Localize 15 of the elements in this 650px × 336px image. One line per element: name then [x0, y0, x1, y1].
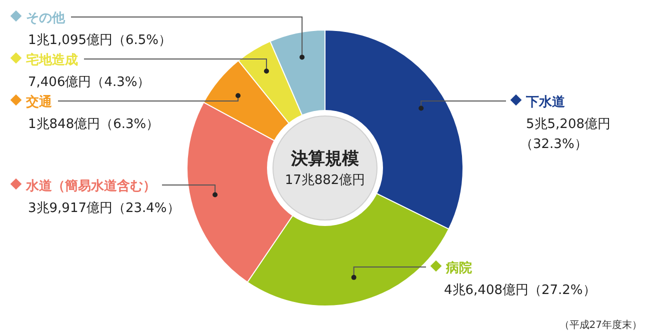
- data-label: 3兆9,917億円（23.4%）: [28, 201, 180, 216]
- legend-label: 水道（簡易水道含む）: [25, 178, 156, 194]
- legend-label: 交通: [25, 94, 53, 110]
- text: 決算規模: [290, 149, 359, 169]
- data-label: 5兆5,208億円（32.3%）: [520, 117, 610, 152]
- data-label: 4兆6,408億円（27.2%）: [444, 283, 596, 298]
- data-label: 1兆848億円（6.3%）: [28, 117, 160, 132]
- text: 17兆882億円: [284, 173, 366, 188]
- legend-label: 下水道: [525, 95, 566, 110]
- text: （平成27年度末）: [559, 319, 642, 331]
- data-label: 1兆1,095億円（6.5%）: [28, 33, 172, 48]
- data-label: 7,406億円（4.3%）: [28, 75, 150, 90]
- legend-label: その他: [26, 11, 66, 26]
- legend-label: 病院: [445, 260, 472, 276]
- legend-label: 宅地造成: [26, 52, 78, 68]
